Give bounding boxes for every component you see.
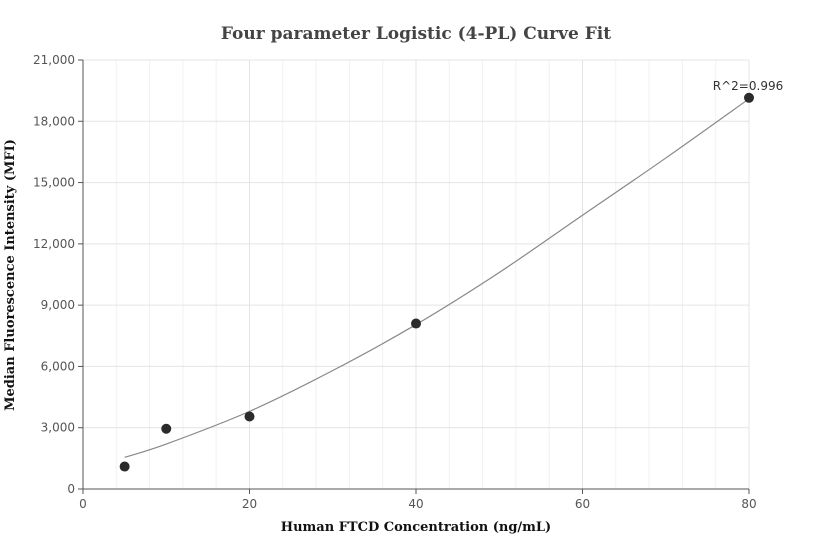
data-point[interactable]: [119, 461, 130, 472]
ticks: 0 3,000 6,000 9,000 12,000 15,000 18,000 21,000…: [33, 53, 757, 511]
fit-curve-line: [124, 98, 750, 458]
y-tick-label: 18,000: [33, 114, 75, 128]
x-tick-label: 80: [741, 497, 756, 511]
x-axis-title: Human FTCD Concentration (ng/mL): [281, 520, 551, 535]
data-point[interactable]: [411, 318, 421, 329]
y-axis-title: Median Fluorescence Intensity (MFI): [3, 139, 18, 411]
r-squared-annotation: R^2=0.996: [713, 79, 783, 93]
fit-curve-group: [124, 98, 750, 458]
x-tick-label: 40: [408, 497, 423, 511]
chart-title: Four parameter Logistic (4-PL) Curve Fit: [221, 24, 611, 44]
y-tick-label: 0: [67, 482, 75, 496]
data-points: [119, 92, 754, 472]
y-tick-label: 12,000: [33, 237, 75, 251]
y-tick-label: 6,000: [41, 359, 75, 373]
y-tick-label: 9,000: [41, 298, 75, 312]
data-point[interactable]: [244, 411, 255, 422]
x-tick-label: 20: [242, 497, 257, 511]
grid: [83, 59, 750, 489]
y-tick-label: 15,000: [33, 176, 75, 190]
x-tick-label: 0: [79, 497, 87, 511]
y-tick-label: 3,000: [41, 421, 75, 435]
x-tick-label: 60: [575, 497, 590, 511]
data-point[interactable]: [744, 92, 754, 103]
data-point[interactable]: [161, 423, 172, 434]
y-tick-label: 21,000: [33, 53, 75, 67]
